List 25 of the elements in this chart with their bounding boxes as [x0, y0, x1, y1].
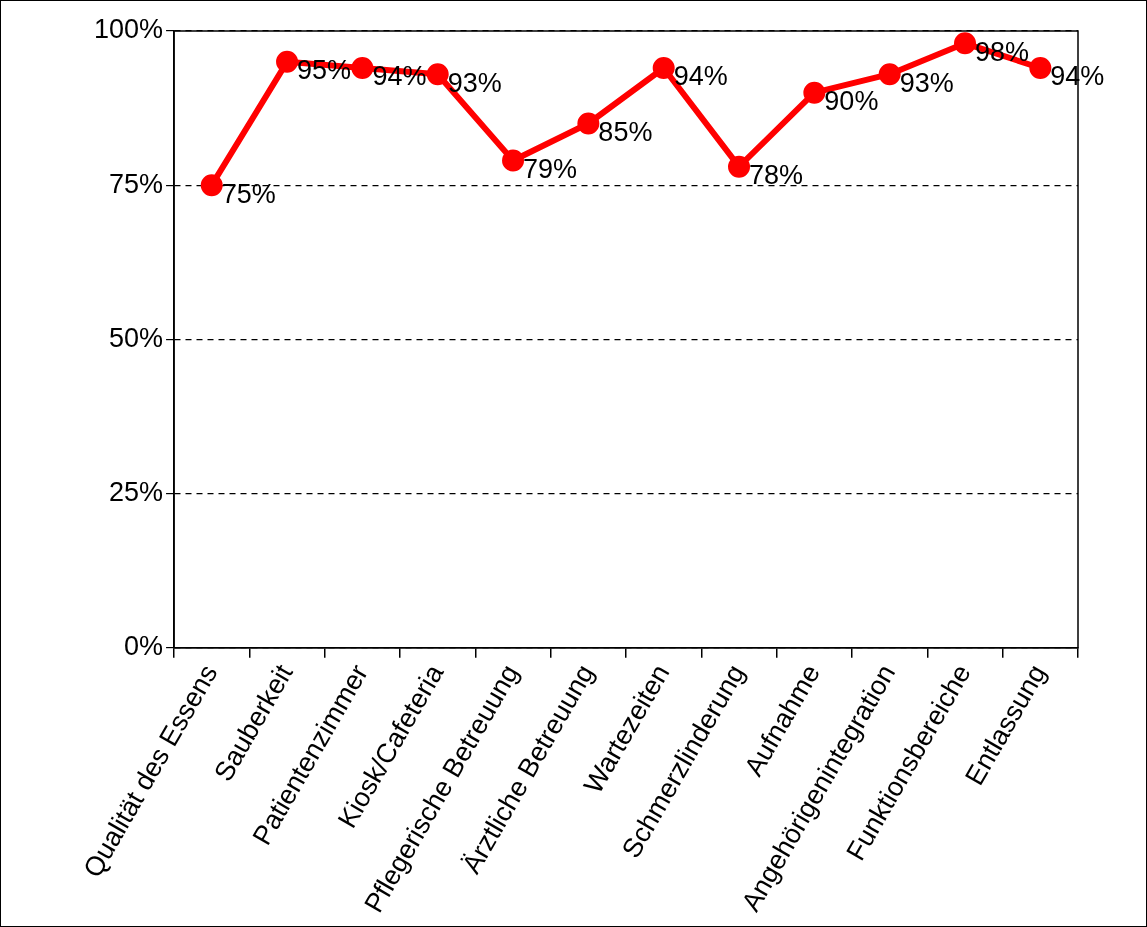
data-label: 78%: [749, 160, 804, 191]
point: [276, 50, 299, 73]
y-tick-label: 100%: [93, 14, 164, 45]
y-tick-label: 50%: [109, 322, 164, 353]
data-label: 90%: [824, 86, 879, 117]
y-tick-label: 75%: [109, 168, 164, 199]
point: [728, 155, 751, 178]
data-label: 75%: [221, 178, 276, 209]
data-label: 85%: [598, 116, 653, 147]
point: [878, 63, 901, 86]
data-label: 93%: [447, 67, 502, 98]
point: [426, 63, 449, 86]
point: [502, 149, 525, 172]
y-tick-label: 25%: [109, 477, 164, 507]
y-tick-label: 0%: [124, 631, 164, 662]
point: [577, 112, 600, 135]
point: [1029, 57, 1052, 79]
point: [200, 174, 223, 197]
data-label: 79%: [523, 153, 578, 184]
point: [652, 57, 675, 79]
data-label: 93%: [899, 67, 954, 98]
point: [954, 32, 977, 55]
data-label: 94%: [673, 61, 728, 92]
point: [803, 81, 826, 104]
point: [351, 57, 374, 79]
